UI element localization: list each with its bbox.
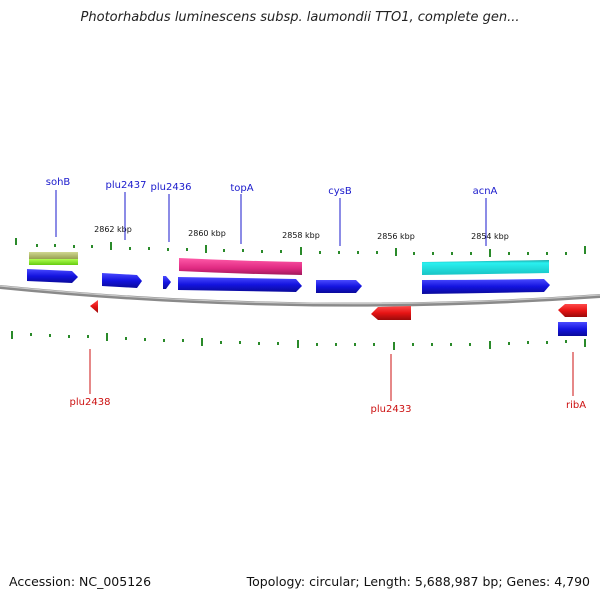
bottom-tick-row	[11, 331, 586, 350]
gene-arrow-plu2433[interactable]	[371, 306, 411, 320]
gene-label-topa[interactable]: topA	[230, 183, 253, 194]
scale-label-2860: 2860 kbp	[188, 229, 226, 238]
feature-bar-olive[interactable]	[29, 252, 78, 259]
accession-text: Accession: NC_005126	[9, 574, 152, 589]
reverse-label-leaders	[89, 349, 574, 401]
genome-stats-text: Topology: circular; Length: 5,688,987 bp…	[246, 574, 590, 589]
scale-label-2862: 2862 kbp	[94, 225, 132, 234]
gene-arrow-riba[interactable]	[558, 304, 587, 317]
gene-label-sohb[interactable]: sohB	[46, 177, 71, 188]
gene-label-cysb[interactable]: cysB	[328, 186, 352, 197]
gene-label-plu2436[interactable]: plu2436	[151, 182, 192, 193]
scale-label-2854: 2854 kbp	[471, 232, 509, 241]
forward-label-leaders	[55, 190, 487, 246]
gene-arrow-plu2436[interactable]	[163, 276, 171, 289]
gene-arrow-riba-forward[interactable]	[558, 322, 587, 336]
gene-label-acna[interactable]: acnA	[473, 186, 498, 197]
genome-backbone	[0, 285, 600, 307]
map-title: Photorhabdus luminescens subsp. laumondi…	[80, 10, 520, 25]
gene-label-riba[interactable]: ribA	[566, 400, 586, 411]
scale-label-2858: 2858 kbp	[282, 231, 320, 240]
gene-label-plu2438[interactable]: plu2438	[70, 397, 111, 408]
gene-arrow-acna[interactable]	[422, 279, 550, 294]
gene-label-plu2433[interactable]: plu2433	[371, 404, 412, 415]
genome-backbone-highlight	[0, 285, 600, 305]
gene-arrow-cysb[interactable]	[316, 280, 362, 293]
gene-label-plu2437[interactable]: plu2437	[106, 180, 147, 191]
top-tick-row	[15, 238, 586, 257]
gene-arrow-plu2438[interactable]	[90, 300, 98, 313]
feature-bar-green[interactable]	[29, 259, 78, 265]
feature-bar-cyan[interactable]	[422, 260, 549, 275]
gene-arrow-topa[interactable]	[178, 277, 302, 292]
gene-arrow-sohb[interactable]	[27, 269, 78, 283]
feature-bar-magenta[interactable]	[179, 258, 302, 275]
gene-arrow-plu2437[interactable]	[102, 273, 142, 288]
scale-label-2856: 2856 kbp	[377, 232, 415, 241]
